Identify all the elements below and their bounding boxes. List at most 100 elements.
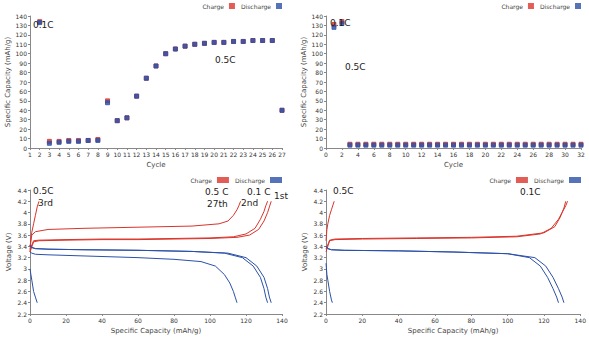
svg-text:30: 30: [315, 116, 323, 123]
svg-text:120: 120: [240, 317, 252, 324]
svg-text:0.1C: 0.1C: [330, 18, 351, 28]
svg-text:13: 13: [142, 151, 150, 158]
svg-text:0: 0: [28, 317, 32, 324]
svg-text:0.5C: 0.5C: [33, 186, 54, 196]
svg-text:1: 1: [28, 151, 32, 158]
svg-text:4: 4: [23, 209, 27, 216]
svg-text:2.2: 2.2: [17, 311, 27, 318]
svg-text:3.8: 3.8: [17, 220, 27, 227]
svg-text:18: 18: [466, 151, 474, 158]
svg-text:14: 14: [152, 151, 160, 158]
svg-text:Charge: Charge: [489, 177, 511, 185]
svg-text:Specific Capacity (mAh/g): Specific Capacity (mAh/g): [300, 36, 308, 127]
svg-text:0: 0: [324, 151, 328, 158]
svg-text:2.6: 2.6: [313, 288, 323, 295]
svg-text:80: 80: [19, 69, 27, 76]
svg-text:0: 0: [23, 145, 27, 152]
svg-text:Discharge: Discharge: [241, 3, 271, 11]
svg-text:11: 11: [123, 151, 131, 158]
svg-text:22: 22: [230, 151, 238, 158]
svg-text:Charge: Charge: [202, 3, 224, 11]
svg-text:3rd: 3rd: [38, 198, 53, 208]
svg-text:32: 32: [577, 151, 585, 158]
svg-text:60: 60: [431, 317, 439, 324]
svg-text:10: 10: [315, 135, 323, 142]
svg-text:Charge: Charge: [190, 177, 212, 185]
svg-text:18: 18: [191, 151, 199, 158]
svg-text:6: 6: [372, 151, 376, 158]
svg-text:140: 140: [575, 317, 587, 324]
svg-text:0.5C: 0.5C: [345, 62, 366, 72]
svg-text:0.5 C: 0.5 C: [205, 187, 228, 197]
svg-text:3.4: 3.4: [17, 243, 27, 250]
svg-text:140: 140: [312, 13, 324, 20]
svg-text:100: 100: [502, 317, 514, 324]
svg-text:0.1C: 0.1C: [520, 187, 541, 197]
svg-text:1st: 1st: [274, 191, 288, 201]
svg-text:100: 100: [312, 50, 324, 57]
svg-text:110: 110: [16, 41, 28, 48]
svg-text:3.6: 3.6: [313, 232, 323, 239]
svg-text:4.4: 4.4: [313, 187, 323, 194]
svg-text:8: 8: [96, 151, 100, 158]
svg-text:20: 20: [210, 151, 218, 158]
svg-text:16: 16: [172, 151, 180, 158]
svg-text:23: 23: [239, 151, 247, 158]
svg-text:40: 40: [315, 107, 323, 114]
svg-text:30: 30: [19, 116, 27, 123]
svg-text:4.2: 4.2: [313, 198, 323, 205]
svg-text:4.2: 4.2: [17, 198, 27, 205]
svg-text:30: 30: [561, 151, 569, 158]
svg-text:100: 100: [16, 50, 28, 57]
svg-text:140: 140: [16, 13, 28, 20]
svg-text:2.2: 2.2: [313, 311, 323, 318]
svg-text:4: 4: [57, 151, 61, 158]
svg-text:2.4: 2.4: [17, 299, 27, 306]
svg-text:20: 20: [19, 126, 27, 133]
svg-text:16: 16: [450, 151, 458, 158]
svg-text:Cycle: Cycle: [444, 161, 463, 169]
svg-text:40: 40: [19, 107, 27, 114]
svg-text:90: 90: [19, 60, 27, 67]
svg-text:3.2: 3.2: [17, 254, 27, 261]
svg-text:0.1 C: 0.1 C: [247, 187, 270, 197]
svg-text:2.6: 2.6: [17, 288, 27, 295]
svg-text:60: 60: [19, 88, 27, 95]
svg-text:20: 20: [62, 317, 70, 324]
svg-text:0.1C: 0.1C: [33, 20, 54, 30]
svg-text:3.6: 3.6: [17, 232, 27, 239]
svg-text:26: 26: [529, 151, 537, 158]
svg-text:140: 140: [276, 317, 288, 324]
svg-text:28: 28: [545, 151, 553, 158]
svg-text:2.4: 2.4: [313, 299, 323, 306]
svg-text:0.5C: 0.5C: [333, 186, 354, 196]
svg-text:50: 50: [19, 97, 27, 104]
svg-text:26: 26: [268, 151, 276, 158]
svg-text:27th: 27th: [207, 199, 228, 209]
svg-text:130: 130: [16, 22, 28, 29]
svg-text:12: 12: [418, 151, 426, 158]
svg-text:3: 3: [319, 265, 323, 272]
svg-text:15: 15: [162, 151, 170, 158]
svg-text:3.8: 3.8: [313, 220, 323, 227]
svg-text:40: 40: [395, 317, 403, 324]
svg-text:Charge: Charge: [501, 3, 523, 11]
svg-text:21: 21: [220, 151, 228, 158]
svg-text:Specific Capacity (mAh/g): Specific Capacity (mAh/g): [4, 36, 12, 127]
svg-text:19: 19: [201, 151, 209, 158]
svg-text:80: 80: [170, 317, 178, 324]
svg-text:70: 70: [315, 79, 323, 86]
svg-text:9: 9: [106, 151, 110, 158]
svg-text:110: 110: [312, 41, 324, 48]
svg-text:2.8: 2.8: [17, 277, 27, 284]
svg-text:7: 7: [86, 151, 90, 158]
svg-text:Discharge: Discharge: [534, 177, 564, 185]
svg-text:4: 4: [319, 209, 323, 216]
svg-text:Voltage (V): Voltage (V): [301, 232, 309, 271]
svg-text:2nd: 2nd: [241, 198, 258, 208]
svg-text:4.4: 4.4: [17, 187, 27, 194]
svg-text:22: 22: [497, 151, 505, 158]
svg-text:120: 120: [16, 31, 28, 38]
svg-text:Cycle: Cycle: [146, 161, 165, 169]
svg-text:2: 2: [38, 151, 42, 158]
